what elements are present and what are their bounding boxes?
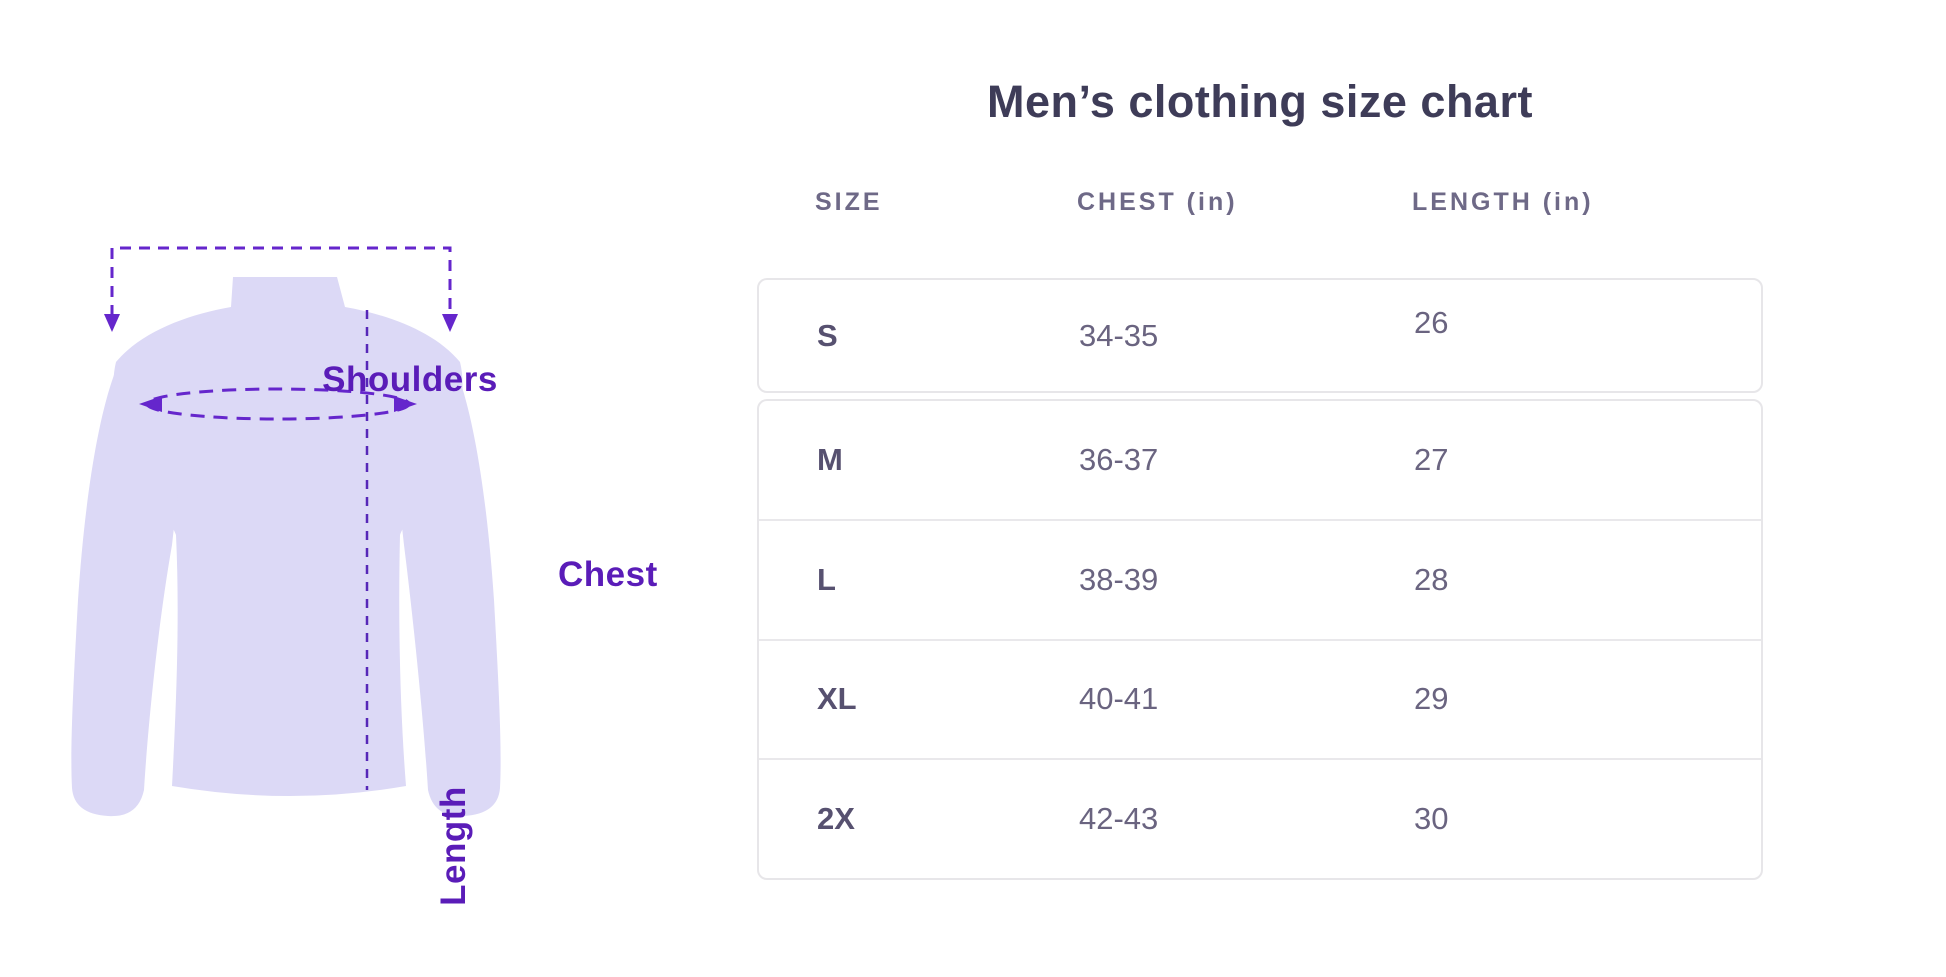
shoulders-arrow-left xyxy=(104,314,120,332)
chest-cell: 40-41 xyxy=(1079,681,1159,717)
chest-cell: 36-37 xyxy=(1079,441,1159,477)
table-row: XL 40-41 29 xyxy=(759,638,1761,759)
shirt-left-sleeve xyxy=(71,325,210,817)
table-row: 2X 42-43 30 xyxy=(759,758,1761,878)
length-cell: 26 xyxy=(1414,304,1449,340)
size-cell: L xyxy=(817,561,836,597)
shoulders-bracket-line xyxy=(110,246,452,316)
column-header-size: SIZE xyxy=(815,188,883,216)
chest-cell: 34-35 xyxy=(1079,317,1159,353)
shoulders-arrow-right xyxy=(442,314,458,332)
size-cell: 2X xyxy=(817,801,855,837)
length-label: Length xyxy=(434,786,473,906)
chest-cell: 38-39 xyxy=(1079,561,1159,597)
chest-arrow-right xyxy=(394,396,417,412)
page-title: Men’s clothing size chart xyxy=(987,76,1533,127)
column-header-chest: CHEST (in) xyxy=(1077,188,1238,216)
shirt-measurement-diagram: Shoulders Chest Length xyxy=(60,170,657,906)
length-cell: 30 xyxy=(1414,801,1449,837)
chest-cell: 42-43 xyxy=(1079,801,1159,837)
table-row: L 38-39 28 xyxy=(759,518,1761,639)
length-cell: 29 xyxy=(1414,681,1449,717)
shirt-body xyxy=(113,277,463,796)
table-row: S 34-35 26 xyxy=(759,280,1761,391)
shirt-right-sleeve xyxy=(362,325,501,817)
table-box-first-row: S 34-35 26 xyxy=(757,278,1763,393)
column-header-length: LENGTH (in) xyxy=(1412,188,1594,216)
length-cell: 28 xyxy=(1414,561,1449,597)
chest-label: Chest xyxy=(558,555,658,594)
length-cell: 27 xyxy=(1414,441,1449,477)
table-row: M 36-37 27 xyxy=(759,401,1761,519)
shirt-illustration-svg xyxy=(71,246,501,817)
table-header-row: SIZE CHEST (in) LENGTH (in) xyxy=(757,188,1763,217)
size-cell: XL xyxy=(817,681,857,717)
shoulders-label: Shoulders xyxy=(322,360,498,399)
chest-arrow-left xyxy=(139,396,162,412)
size-cell: M xyxy=(817,441,843,477)
size-cell: S xyxy=(817,317,838,353)
table-box-remaining-rows: M 36-37 27 L 38-39 28 XL 40-41 29 2X 42-… xyxy=(757,399,1763,880)
